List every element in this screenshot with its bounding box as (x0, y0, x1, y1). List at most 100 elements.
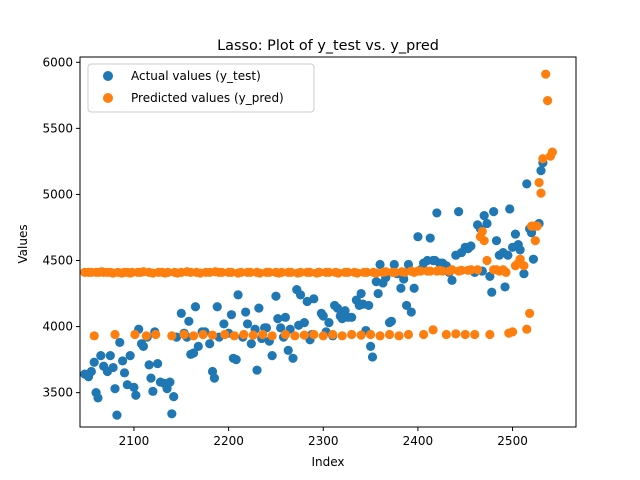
data-point-actual (108, 362, 118, 373)
data-point-predicted (525, 308, 535, 318)
data-point-actual (118, 356, 128, 366)
data-point-predicted (167, 331, 177, 341)
data-point-actual (487, 287, 497, 297)
data-point-predicted (337, 331, 347, 341)
data-point-actual (125, 351, 135, 361)
data-point-actual (432, 208, 442, 218)
data-point-actual (110, 384, 120, 394)
data-point-actual (406, 307, 416, 317)
data-point-predicted (347, 329, 357, 340)
data-point-predicted (333, 268, 344, 278)
data-point-actual (375, 259, 385, 270)
data-point-actual (536, 166, 546, 176)
y-tick-label: 4500 (42, 254, 73, 268)
x-tick-label: 2200 (213, 434, 244, 448)
data-point-predicted (356, 330, 366, 340)
legend-marker-predicted (103, 93, 113, 103)
data-point-actual (288, 353, 298, 363)
axes: 2100 2200 2300 2400 2500 3500 4000 4500 5000 5500… (42, 55, 577, 448)
data-point-predicted (130, 329, 140, 340)
data-point-predicted (220, 329, 230, 340)
data-point-predicted (419, 329, 429, 340)
y-tick-label: 3500 (42, 386, 73, 400)
data-point-actual (500, 282, 510, 292)
legend-box (87, 63, 315, 113)
x-axis-title: Index (311, 455, 344, 469)
data-point-predicted (217, 267, 227, 277)
data-point-actual (482, 218, 492, 229)
chart-title: Lasso: Plot of y_test vs. y_pred (217, 38, 439, 54)
data-point-actual (138, 341, 149, 351)
data-point-actual (93, 393, 103, 403)
data-point-predicted (538, 154, 548, 164)
data-point-predicted (366, 329, 376, 340)
data-point-actual (373, 288, 383, 299)
data-point-predicted (318, 331, 328, 341)
data-point-predicted (543, 96, 553, 106)
legend-label-predicted: Predicted values (y_pred) (131, 91, 284, 105)
data-point-predicted (470, 329, 480, 340)
data-point-actual (503, 250, 513, 260)
data-point-predicted (472, 265, 483, 275)
data-point-predicted (390, 267, 400, 277)
data-point-actual (267, 351, 277, 361)
data-point-actual (479, 210, 489, 221)
data-point-predicted (479, 236, 489, 246)
data-point-actual (131, 390, 141, 400)
data-point-actual (212, 302, 222, 312)
y-tick-label: 6000 (42, 55, 73, 69)
data-point-actual (396, 283, 406, 293)
data-point-actual (318, 311, 328, 321)
axes-frame (79, 56, 577, 428)
data-point-actual (271, 291, 281, 301)
data-point-predicted (522, 324, 532, 334)
data-point-actual (115, 337, 125, 348)
data-point-actual (169, 392, 179, 402)
data-point-actual (219, 319, 229, 329)
data-point-predicted (324, 267, 334, 277)
data-point-predicted (179, 329, 189, 340)
data-point-predicted (236, 267, 246, 277)
data-point-actual (347, 312, 357, 322)
data-point-actual (96, 351, 106, 361)
data-point-predicted (314, 267, 325, 277)
data-point-actual (366, 341, 376, 351)
data-point-predicted (141, 331, 151, 341)
data-point-actual (193, 341, 203, 351)
y-tick-label: 5000 (42, 187, 73, 201)
data-point-predicted (416, 266, 426, 276)
data-point-actual (505, 204, 515, 214)
data-point-actual (165, 377, 175, 387)
data-point-actual (188, 348, 199, 358)
data-point-actual (276, 323, 286, 333)
data-point-predicted (456, 265, 467, 276)
data-point-actual (409, 283, 419, 293)
data-point-actual (367, 352, 378, 362)
data-point-actual (226, 310, 237, 320)
data-point-actual (144, 360, 154, 370)
data-point-predicted (309, 329, 319, 340)
data-point-predicted (466, 265, 476, 275)
data-point-predicted (403, 329, 414, 340)
data-point-predicted (248, 330, 258, 340)
data-point-actual (413, 232, 423, 242)
data-point-actual (190, 302, 201, 312)
data-point-predicted (207, 330, 218, 340)
data-point-actual (332, 303, 343, 313)
data-point-actual (364, 300, 374, 311)
data-point-actual (153, 358, 163, 369)
data-point-actual (167, 409, 177, 419)
data-point-predicted (151, 329, 161, 340)
data-point-predicted (277, 267, 287, 277)
x-tick-label: 2500 (497, 434, 528, 448)
data-point-actual (209, 373, 220, 383)
data-point-actual (105, 351, 115, 361)
data-point-predicted (264, 267, 274, 277)
data-point-actual (295, 290, 306, 300)
data-point-predicted (89, 331, 99, 341)
data-point-predicted (394, 331, 404, 341)
data-point-predicted (229, 331, 239, 341)
data-point-actual (205, 339, 215, 349)
data-point-actual (254, 303, 264, 313)
